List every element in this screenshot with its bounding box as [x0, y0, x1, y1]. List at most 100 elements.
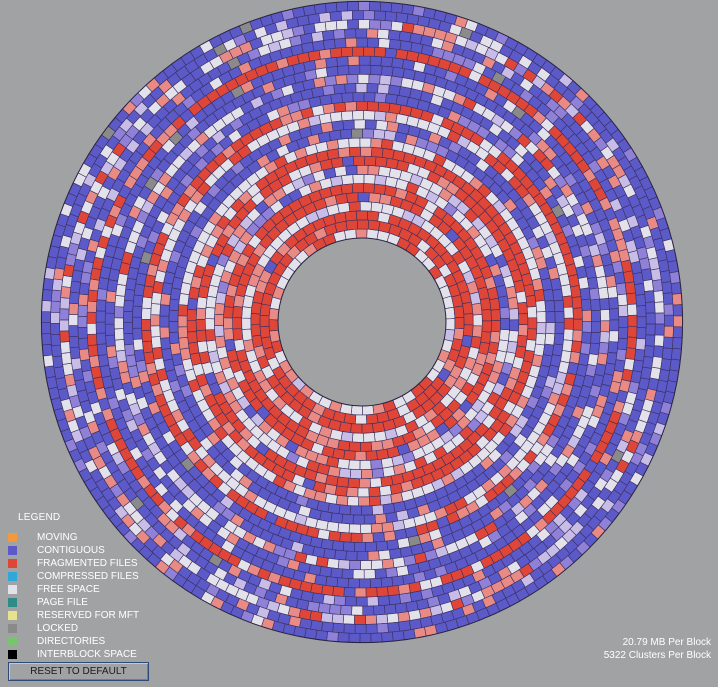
disk-block [634, 282, 646, 296]
disk-block [499, 306, 511, 320]
disk-block [142, 340, 154, 354]
disk-block [150, 325, 161, 338]
disk-block [353, 614, 366, 625]
disk-block [581, 331, 592, 344]
disk-block [321, 29, 335, 41]
disk-block [378, 37, 391, 49]
disk-block [59, 319, 70, 332]
disk-block [354, 623, 367, 634]
disk-block [363, 92, 376, 103]
disk-block [351, 183, 364, 194]
disk-block [481, 320, 492, 333]
disk-block [471, 302, 483, 316]
disk-block [508, 330, 519, 343]
disk-block [377, 595, 390, 607]
disk-block [59, 308, 70, 321]
disk-block [385, 93, 398, 105]
disk-block [591, 321, 602, 334]
legend-item: MOVING [8, 531, 208, 544]
disk-block [581, 309, 592, 322]
disk-block [69, 280, 81, 294]
disk-block [379, 1, 393, 13]
disk-block [462, 301, 474, 315]
disk-block [324, 75, 337, 87]
disk-block [122, 310, 133, 323]
disk-block [223, 328, 234, 341]
disk-block [95, 321, 106, 334]
disk-block [123, 288, 135, 302]
disk-block [331, 613, 345, 625]
disk-block [354, 450, 367, 461]
disk-block [337, 138, 350, 149]
disk-block [50, 300, 61, 313]
disk-block [545, 311, 556, 323]
disk-block [59, 341, 71, 354]
disk-block [663, 325, 674, 338]
legend-label: MOVING [37, 532, 78, 543]
disk-block [454, 316, 465, 330]
disk-block [341, 155, 355, 167]
disk-block [344, 101, 357, 112]
disk-block [377, 101, 391, 113]
disk-block [347, 1, 359, 12]
disk-block [607, 285, 619, 299]
disk-block [490, 309, 501, 322]
disk-block [615, 348, 627, 362]
disk-block [132, 327, 143, 340]
disk-block [324, 2, 338, 13]
disk-block [177, 326, 189, 339]
disk-block [340, 46, 354, 58]
reset-to-default-button[interactable]: RESET TO DEFAULT [8, 662, 149, 681]
disk-block [361, 423, 374, 434]
disk-block [41, 333, 52, 346]
disk-block [608, 297, 619, 310]
disk-block [598, 341, 610, 355]
disk-block [599, 297, 610, 311]
disk-block [351, 432, 365, 443]
disk-block [500, 318, 511, 331]
disk-block [87, 289, 99, 303]
block-info: 20.79 MB Per Block 5322 Clusters Per Blo… [604, 636, 711, 662]
disk-block [359, 633, 372, 643]
disk-block [105, 290, 117, 303]
disk-block [331, 540, 345, 552]
disk-block [545, 322, 556, 335]
disk-block [352, 173, 365, 185]
disk-block [626, 336, 638, 349]
disk-block [355, 228, 368, 239]
disk-block [489, 330, 501, 344]
disk-block [345, 550, 358, 561]
disk-block [653, 290, 665, 303]
disk-block [329, 47, 343, 59]
disk-block [368, 73, 381, 85]
disk-block [159, 304, 170, 317]
disk-block [159, 315, 170, 328]
disk-block [348, 137, 361, 148]
disk-block [563, 328, 574, 341]
disk-block [554, 310, 565, 323]
disk-block [636, 305, 647, 318]
legend-swatch [8, 611, 17, 620]
disk-block [352, 110, 365, 121]
disk-block [357, 73, 370, 84]
disk-block [590, 331, 601, 345]
disk-block [384, 47, 398, 59]
disk-block [590, 298, 601, 312]
disk-block [326, 557, 340, 569]
disk-block [268, 307, 280, 321]
disk-block [608, 330, 620, 343]
disk-block [232, 317, 243, 330]
disk-block [41, 343, 53, 357]
disk-block [572, 318, 583, 331]
disk-block [370, 137, 383, 149]
disk-block [132, 305, 143, 318]
disk-block [627, 325, 638, 338]
disk-block [330, 92, 343, 104]
disk-block [385, 567, 399, 579]
disk-block [341, 568, 354, 580]
disk-block [354, 414, 368, 425]
disk-block [348, 560, 361, 571]
disk-block [369, 55, 382, 67]
disk-block [331, 120, 345, 132]
